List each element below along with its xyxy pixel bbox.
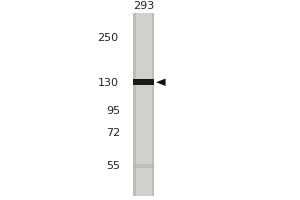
Text: 250: 250	[98, 33, 118, 43]
Text: 72: 72	[106, 128, 120, 138]
Bar	[134, 13, 154, 196]
Bar	[134, 164, 154, 168]
Text: 130: 130	[98, 78, 118, 88]
Bar	[136, 13, 152, 196]
Text: 293: 293	[134, 1, 154, 11]
Bar	[134, 79, 154, 85]
Text: 55: 55	[106, 161, 120, 171]
Polygon shape	[156, 79, 166, 86]
Text: 95: 95	[106, 106, 120, 116]
